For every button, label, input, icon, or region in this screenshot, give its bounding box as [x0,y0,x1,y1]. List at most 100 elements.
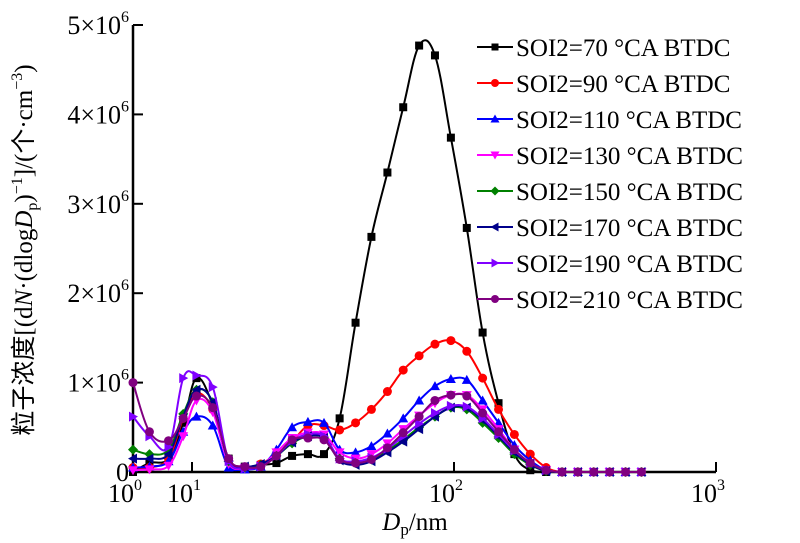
data-point [382,443,392,453]
legend-item: SOI2=170 °CA BTDC [477,215,743,242]
legend-label: SOI2=210 °CA BTDC [516,287,743,314]
data-point [446,336,456,346]
data-point [366,441,377,451]
data-point [494,404,504,414]
data-point [415,41,424,50]
data-point [494,427,504,437]
data-point [287,435,297,445]
data-point [490,186,500,196]
x-tick-label: 102 [429,477,463,508]
data-point [636,467,646,477]
legend-item: SOI2=70 °CA BTDC [477,35,730,62]
data-point [351,458,361,468]
x-tick-label: 103 [691,477,725,508]
data-point [288,451,297,460]
legend-label: SOI2=150 °CA BTDC [516,179,743,206]
data-point [144,465,155,475]
data-point [319,450,328,459]
data-point [192,370,202,381]
data-point [163,461,174,471]
data-point [128,378,138,388]
data-point [208,403,218,413]
x-tick-label: 101 [167,477,201,508]
data-point [414,395,425,405]
data-point [271,451,281,461]
data-point [490,114,500,123]
y-tick-label: 5×106 [67,9,129,40]
data-point [367,232,376,241]
data-point [557,467,567,477]
data-point [383,168,392,177]
data-point [178,432,189,442]
data-point [621,467,631,477]
data-point [494,399,503,408]
axis-labels: Dp/nm 粒子浓度[(dN·(dlogDp)−1]/(个·cm−3) [9,64,448,539]
data-point [430,339,440,349]
series-190 [129,370,647,477]
data-point [414,351,424,361]
data-point [430,407,440,418]
data-point [399,103,408,112]
data-point [224,454,234,464]
legend-label: SOI2=90 °CA BTDC [516,71,730,98]
legend-label: SOI2=190 °CA BTDC [516,251,743,278]
legend-item: SOI2=190 °CA BTDC [477,251,743,278]
data-point [414,412,424,422]
data-point [398,428,408,438]
legend-label: SOI2=130 °CA BTDC [516,143,743,170]
data-point [318,417,329,427]
data-point [526,466,535,475]
data-point [178,413,188,423]
data-point [164,436,174,446]
data-point [462,401,472,412]
data-point [191,411,202,421]
data-point [351,318,360,327]
data-point [589,467,599,477]
data-point [335,425,345,435]
series-layer [128,39,647,477]
data-point [490,222,499,232]
data-point [446,400,456,411]
legend-item: SOI2=130 °CA BTDC [477,143,743,170]
data-point [525,458,535,468]
y-tick-label: 4×106 [67,98,129,129]
data-point [144,453,154,464]
data-point [335,454,345,464]
data-point [240,462,250,472]
data-point [478,373,488,383]
data-point [350,447,361,457]
x-tick-label: 100 [108,477,142,508]
data-point [491,79,499,87]
data-point [509,445,519,455]
data-point [477,395,488,405]
data-point [398,365,408,375]
data-point [525,449,535,459]
data-point [382,428,393,438]
data-point [462,346,472,356]
data-point [605,467,615,477]
data-point [491,295,499,303]
legend-item: SOI2=210 °CA BTDC [477,287,743,314]
data-point [129,411,138,422]
data-point [490,151,500,160]
legend-label: SOI2=170 °CA BTDC [516,215,743,242]
data-point [461,374,472,384]
legend-label: SOI2=70 °CA BTDC [516,35,730,62]
data-point [462,223,471,232]
data-point [144,427,154,437]
data-point [509,429,519,439]
data-point [366,404,376,414]
data-point [414,424,424,435]
data-point [319,435,329,445]
data-point [446,133,455,142]
data-point [478,408,488,418]
data-point [128,453,137,464]
data-point [179,373,189,384]
data-point [478,328,487,337]
y-tick-label: 3×106 [67,188,129,219]
data-point [303,433,313,443]
data-point [351,418,361,428]
y-tick-label: 2×106 [67,277,129,308]
data-point [256,462,266,472]
